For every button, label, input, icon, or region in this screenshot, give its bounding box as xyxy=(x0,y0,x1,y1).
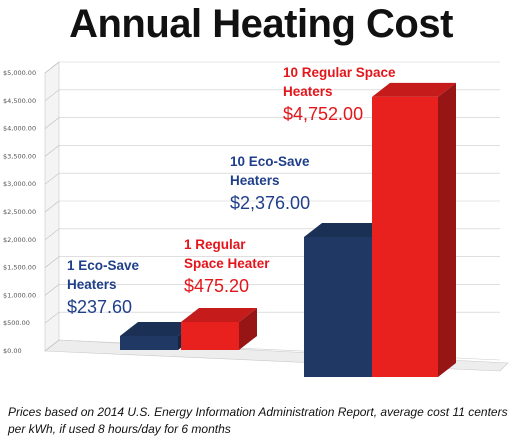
bar-value-label: $475.20 xyxy=(184,276,249,296)
bar-label-line2: Heaters xyxy=(230,173,280,188)
bar-top xyxy=(181,307,257,322)
bar-top xyxy=(304,222,390,237)
gridline xyxy=(44,145,60,157)
bar-value-label: $4,752.00 xyxy=(283,104,363,124)
gridline xyxy=(44,339,60,352)
gridline xyxy=(44,117,60,129)
bar-labels: 1 Eco-Save Heaters $237.60 1 Regular Space H… xyxy=(67,65,396,317)
y-tick-label: $3,000.00 xyxy=(3,180,36,188)
y-tick-label: $5,000.00 xyxy=(3,69,36,77)
bar-label-line1: 1 Regular xyxy=(184,237,246,252)
bar-side xyxy=(239,307,257,350)
bar-label-line2: Heaters xyxy=(283,84,333,99)
y-tick-label: $4,500.00 xyxy=(3,97,36,105)
bar-label-line2: Space Heater xyxy=(184,256,270,271)
gridline xyxy=(44,228,60,241)
bar-front xyxy=(372,96,438,377)
chart-title: Annual Heating Cost xyxy=(69,2,453,46)
bar-value-label: $237.60 xyxy=(67,297,132,317)
y-tick-label: $1,500.00 xyxy=(3,264,36,272)
bar-label-line1: 10 Regular Space xyxy=(283,65,396,80)
bar-4 xyxy=(372,82,456,377)
y-tick-label: $4,000.00 xyxy=(3,125,36,133)
bar-2 xyxy=(181,307,257,350)
y-tick-label: $3,500.00 xyxy=(3,152,36,160)
bar-front xyxy=(304,236,372,377)
bar-front xyxy=(181,321,239,350)
y-tick-label: $0.00 xyxy=(3,347,22,355)
y-tick-label: $1,000.00 xyxy=(3,291,36,299)
bars xyxy=(120,82,456,377)
bar-label-1: 1 Eco-Save Heaters $237.60 xyxy=(67,258,140,317)
gridline xyxy=(44,61,60,74)
bar-label-2: 1 Regular Space Heater $475.20 xyxy=(184,237,270,296)
bar-label-line1: 10 Eco-Save xyxy=(230,154,310,169)
gridline xyxy=(44,311,60,324)
y-tick-label: $2,500.00 xyxy=(3,208,36,216)
bar-label-4: 10 Regular Space Heaters $4,752.00 xyxy=(283,65,396,124)
gridline xyxy=(44,172,60,185)
footnote: Prices based on 2014 U.S. Energy Informa… xyxy=(8,405,508,436)
gridline xyxy=(44,256,60,268)
bar-label-3: 10 Eco-Save Heaters $2,376.00 xyxy=(230,154,310,213)
bar-top xyxy=(372,82,456,97)
gridline xyxy=(44,89,60,102)
bar-front xyxy=(120,335,178,350)
bar-label-line2: Heaters xyxy=(67,277,117,292)
y-tick-label: $500.00 xyxy=(3,319,30,327)
y-tick-label: $2,000.00 xyxy=(3,236,36,244)
bar-side xyxy=(438,82,456,377)
y-axis-ticks: $0.00 $500.00 $1,000.00 $1,500.00 $2,000.00 $… xyxy=(3,69,36,355)
bar-label-line1: 1 Eco-Save xyxy=(67,258,140,273)
gridline xyxy=(44,284,60,296)
bar-top xyxy=(120,321,196,336)
bar-value-label: $2,376.00 xyxy=(230,193,310,213)
gridline xyxy=(44,200,60,213)
